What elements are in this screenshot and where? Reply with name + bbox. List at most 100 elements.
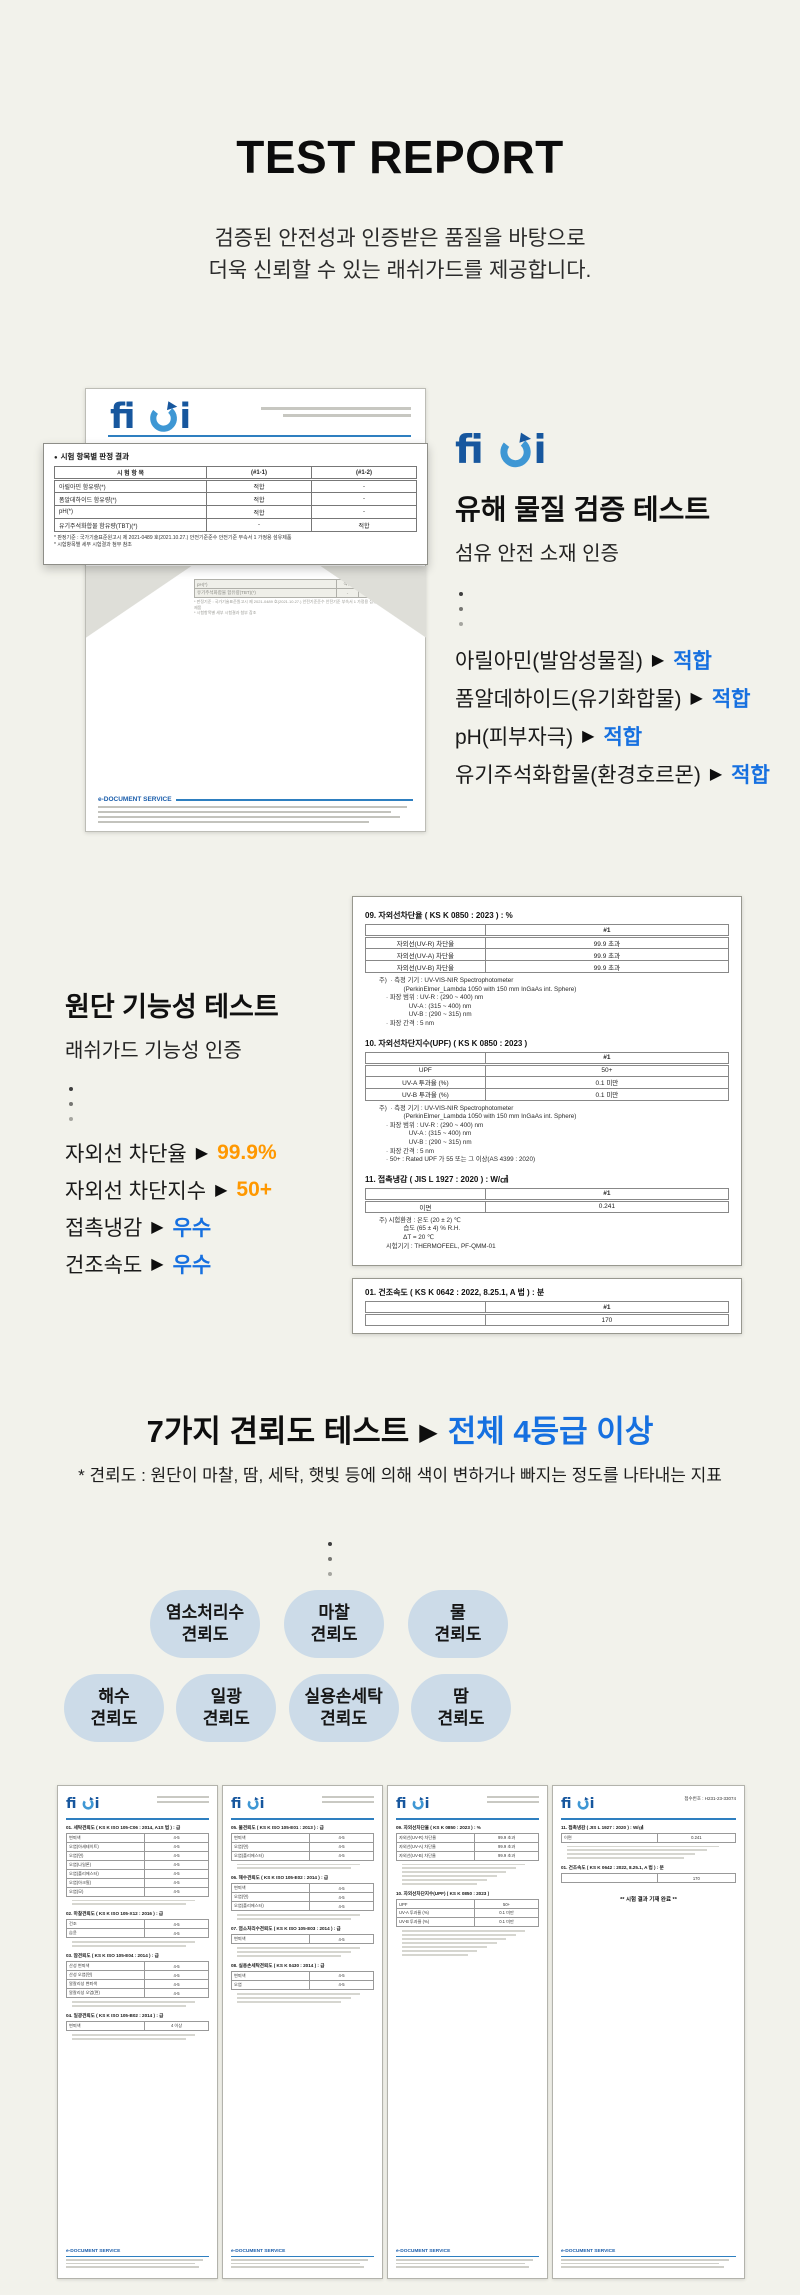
- arrow-icon: ▶: [651, 652, 665, 669]
- result-value: 우수: [172, 1254, 212, 1277]
- row-value: 0.1 미만: [484, 1087, 730, 1101]
- mini-label: 자외선(UV-R) 차단율: [395, 1832, 476, 1843]
- section-subheading: 래쉬가드 기능성 인증: [65, 1040, 242, 1062]
- mini-label: 건조: [65, 1919, 146, 1930]
- section-heading: 원단 기능성 테스트: [65, 992, 279, 1022]
- mini-label: 변퇴색: [65, 1832, 146, 1843]
- mini-label: 오염(모): [65, 1886, 146, 1897]
- fiti-logo: fi i: [231, 1796, 265, 1812]
- note-bar: [567, 1853, 696, 1856]
- report-header: fi i: [396, 1796, 539, 1816]
- pill-label-line2: 견뢰도: [434, 1625, 482, 1644]
- mini-value: 50+: [474, 1899, 539, 1910]
- mini-row: 오염(폴리에스터) 4-5: [65, 1868, 209, 1879]
- note-bar: [237, 1863, 361, 1866]
- hazard-result-table: 시 험 항 목 (#1-1) (#1-2) 아릴아민 함유량(*) 적합 - 폼알데하이드 …: [53, 466, 417, 532]
- mini-label: 오염(나일론): [65, 1859, 146, 1870]
- address-bar: [487, 1800, 539, 1803]
- column-header: #1: [484, 1301, 730, 1315]
- fiti-logo: fi i: [396, 1796, 434, 1816]
- fastness-pill: 마찰 견뢰도: [284, 1590, 385, 1658]
- pill-label-line2: 견뢰도: [437, 1709, 485, 1728]
- result-value: 99.9%: [217, 1141, 277, 1164]
- edoc-service-label: e-DOCUMENT SERVICE: [98, 796, 172, 804]
- report-section: 10. 자외선차단지수(UPF) ( KS K 0850 : 2023 ) UPF…: [395, 1891, 539, 1956]
- bullet-icon: ●: [54, 455, 58, 461]
- note-bar: [402, 1879, 487, 1882]
- ghost-cell: 유기주석화합물 함유량(TBT)(*): [193, 588, 338, 598]
- mini-label: 오염(폴리에스터): [230, 1901, 311, 1912]
- report-document: fi i 05. 물견뢰도 ( KS K ISO 105-E01 : 2013 ) …: [222, 1785, 383, 2279]
- note-bars: [237, 1863, 374, 1870]
- note-bar: [72, 2005, 186, 2007]
- result-value: 적합: [731, 764, 770, 787]
- table-row: UV-B 투과율 (%) 0.1 미만: [365, 1087, 730, 1101]
- mini-value: 4-5: [309, 1934, 374, 1945]
- report-section: 07. 염소처리수견뢰도 ( KS K ISO 105-E03 : 2014 )…: [230, 1926, 374, 1957]
- edoc-service-label: e-DOCUMENT SERVICE: [396, 2249, 451, 2255]
- edoc-text-bar: [561, 2262, 719, 2265]
- report-section-title: 05. 물견뢰도 ( KS K ISO 105-E01 : 2013 ) : 급: [231, 1824, 324, 1830]
- note-bars: [402, 1930, 539, 1956]
- note-line: UV-B : (290 ~ 315) nm: [379, 1011, 472, 1019]
- mini-row: 변퇴색 4-5: [230, 1934, 374, 1945]
- edoc-text-bar: [561, 2259, 729, 2261]
- report-mini-table: 건조 4-5 습윤 4-5: [65, 1919, 209, 1939]
- result-value: 적합: [711, 688, 751, 711]
- pill-label-line1: 물: [450, 1603, 466, 1622]
- mini-row: UPF 50+: [395, 1899, 539, 1910]
- note-bar: [72, 1941, 196, 1944]
- note-bar: [237, 1955, 342, 1957]
- fiti-logo: fi i: [455, 428, 795, 476]
- header-rule: [66, 1818, 209, 1820]
- header-rule: [396, 1818, 539, 1820]
- note-bar: [402, 1934, 516, 1936]
- subtitle-line-1: 검증된 안전성과 인증받은 품질을 바탕으로: [214, 227, 586, 250]
- note-bar: [72, 1945, 186, 1948]
- table-row: 폼알데하이드 함유량(*) 적합 -: [53, 492, 417, 506]
- section-heading: 유해 물질 검증 테스트: [455, 494, 711, 525]
- arrow-icon: ▶: [151, 1256, 164, 1273]
- row-label: [365, 1313, 486, 1326]
- note-bar: [237, 1996, 351, 1999]
- arrow-icon: ▶: [195, 1145, 209, 1162]
- svg-text:i: i: [533, 430, 546, 471]
- hazard-test-panel: fi i 유해 물질 검증 테스트 섬유 안전 소재 인증 아릴아민(발암성물질)…: [455, 428, 795, 800]
- table-cell: 폼알데하이드 함유량(*): [53, 492, 208, 506]
- mini-value: 4-5: [309, 1901, 374, 1912]
- note-bar: [402, 1867, 516, 1870]
- page-title: TEST REPORT: [236, 131, 564, 183]
- arrow-icon: ▶: [151, 1219, 164, 1236]
- mini-value: 0.241: [656, 1832, 737, 1843]
- mini-row: 변퇴색 4-5: [65, 1832, 209, 1843]
- dots-separator: [459, 592, 795, 626]
- ghost-footnote: * 시험항목별 세부 시험결과 첨부 참조: [194, 610, 257, 615]
- arrow-icon: ▶: [419, 1419, 438, 1446]
- note-bars: [237, 1914, 374, 1921]
- mini-value: 4-5: [144, 1988, 209, 1999]
- table-header-row: #1: [365, 1051, 730, 1066]
- mini-row: 오염(나일론) 4-5: [65, 1859, 209, 1870]
- edoc-rule: [66, 2255, 209, 2257]
- address-lines: [322, 1796, 374, 1805]
- note-bar: [72, 2033, 196, 2036]
- empty-header: [365, 924, 486, 938]
- mini-row: 오염(면) 4-5: [230, 1892, 374, 1903]
- test-result-line: 유기주석화합물(환경호르몬) ▶ 적합: [455, 762, 795, 787]
- table-cell: -: [206, 518, 312, 532]
- report-section-title: 01. 세탁견뢰도 ( KS K ISO 105-C06 : 2014, A1S…: [66, 1824, 181, 1830]
- edoc-rule: [396, 2255, 539, 2257]
- cert-table: #1 UPF 50+ UV-A 투과율 (%) 0.1 미만 UV-B 투과율 (%) 0.…: [365, 1051, 730, 1101]
- fastness-pill: 염소처리수 견뢰도: [150, 1590, 261, 1658]
- table-row: 자외선(UV-R) 차단율 99.9 초과: [365, 936, 730, 949]
- note-bar: [237, 1918, 351, 1921]
- mini-row: 오염(면) 4-5: [65, 1850, 209, 1861]
- row-label: 자외선(UV-R) 차단율: [365, 936, 486, 949]
- column-header: #1: [484, 924, 730, 938]
- row-value: 99.9 초과: [484, 936, 730, 949]
- result-label: 아릴아민(발암성물질): [455, 650, 643, 673]
- note-bar: [402, 1863, 526, 1866]
- mini-value: 0.1 미만: [474, 1908, 539, 1919]
- report-documents-strip: fi i 01. 세탁견뢰도 ( KS K ISO 105-C06 : 2014, …: [0, 1785, 800, 2279]
